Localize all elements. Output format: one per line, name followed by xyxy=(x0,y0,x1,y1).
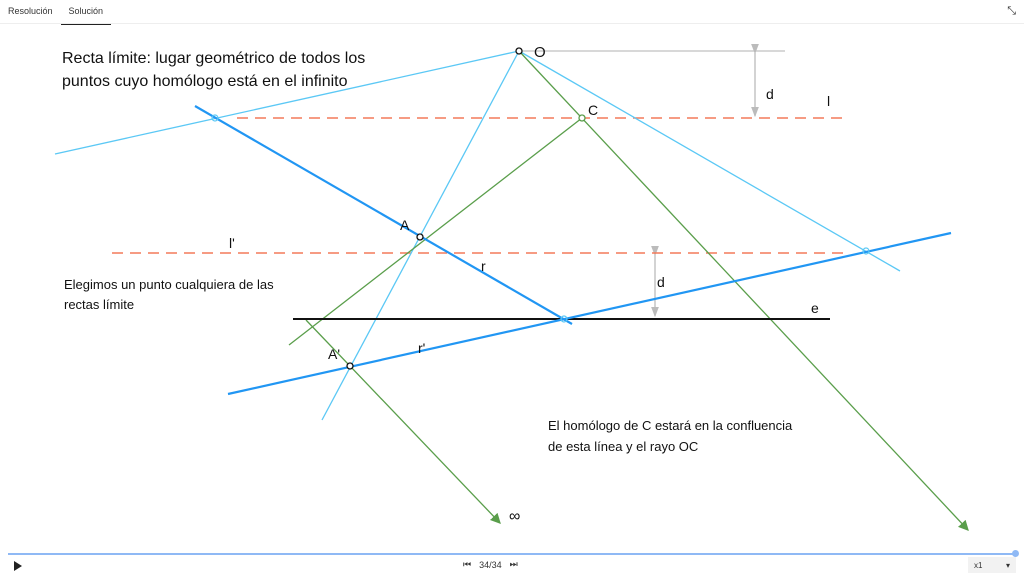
label-r: r xyxy=(481,258,486,274)
point-intersection-e xyxy=(560,315,568,323)
note-2-line-1: El homólogo de C estará en la confluenci… xyxy=(548,418,793,433)
exit-fullscreen-icon[interactable]: ⤡ xyxy=(1007,5,1016,17)
label-l: l xyxy=(827,93,830,109)
title-line-1: Recta límite: lugar geométrico de todos … xyxy=(62,50,366,67)
title-note: Recta límite: lugar geométrico de todos … xyxy=(62,47,365,93)
note-1: Elegimos un punto cualquiera de las rect… xyxy=(64,275,274,315)
label-O: O xyxy=(534,44,546,61)
note-2-line-2: de esta línea y el rayo OC xyxy=(548,439,699,454)
diagram: O C A A' l l' r r' e d d ∞ xyxy=(54,43,969,531)
label-e: e xyxy=(811,300,819,316)
speed-select[interactable]: x1 ▾ xyxy=(968,557,1016,573)
note-2: El homólogo de C estará en la confluenci… xyxy=(548,415,792,457)
point-limit-l-prime xyxy=(862,247,870,255)
label-infinity: ∞ xyxy=(509,508,520,525)
chevron-down-icon: ▾ xyxy=(1005,560,1010,570)
title-line-2: puntos cuyo homólogo está en el infinito xyxy=(62,73,348,90)
step-navigation: ⏮ 34/34 ⏭ xyxy=(463,559,518,570)
line-to-infinity xyxy=(305,319,501,524)
point-limit-l xyxy=(211,114,219,122)
note-1-line-1: Elegimos un punto cualquiera de las xyxy=(64,277,274,292)
ray-3 xyxy=(518,50,901,272)
tab-solucion[interactable]: Solución xyxy=(60,0,112,25)
label-A-prime: A' xyxy=(328,346,340,362)
label-r-prime: r' xyxy=(418,340,425,356)
progress-bar[interactable] xyxy=(8,553,1017,555)
line-r-prime xyxy=(227,231,952,396)
ray-OC xyxy=(518,50,969,531)
point-A[interactable] xyxy=(416,233,424,241)
ray-1 xyxy=(54,50,520,155)
skip-forward-icon[interactable]: ⏭ xyxy=(509,559,518,569)
tab-resolucion[interactable]: Resolución xyxy=(8,6,53,16)
divider xyxy=(0,23,1024,24)
label-C: C xyxy=(588,102,598,118)
label-d-bottom: d xyxy=(657,274,665,290)
line-CA xyxy=(288,117,583,346)
progress-handle[interactable] xyxy=(1012,550,1019,557)
skip-back-icon[interactable]: ⏮ xyxy=(463,559,472,569)
line-r xyxy=(194,105,573,325)
tab-bar: Resolución Solución xyxy=(0,0,112,25)
label-d-top: d xyxy=(766,86,774,102)
step-counter: 34/34 xyxy=(479,559,502,570)
point-C[interactable] xyxy=(578,114,586,122)
note-1-line-2: rectas límite xyxy=(64,297,135,312)
label-A: A xyxy=(400,217,410,233)
point-O[interactable] xyxy=(515,47,523,55)
speed-value: x1 xyxy=(974,560,983,570)
point-A-prime[interactable] xyxy=(346,362,354,370)
play-icon[interactable] xyxy=(14,561,22,571)
label-l-prime: l' xyxy=(229,235,235,251)
